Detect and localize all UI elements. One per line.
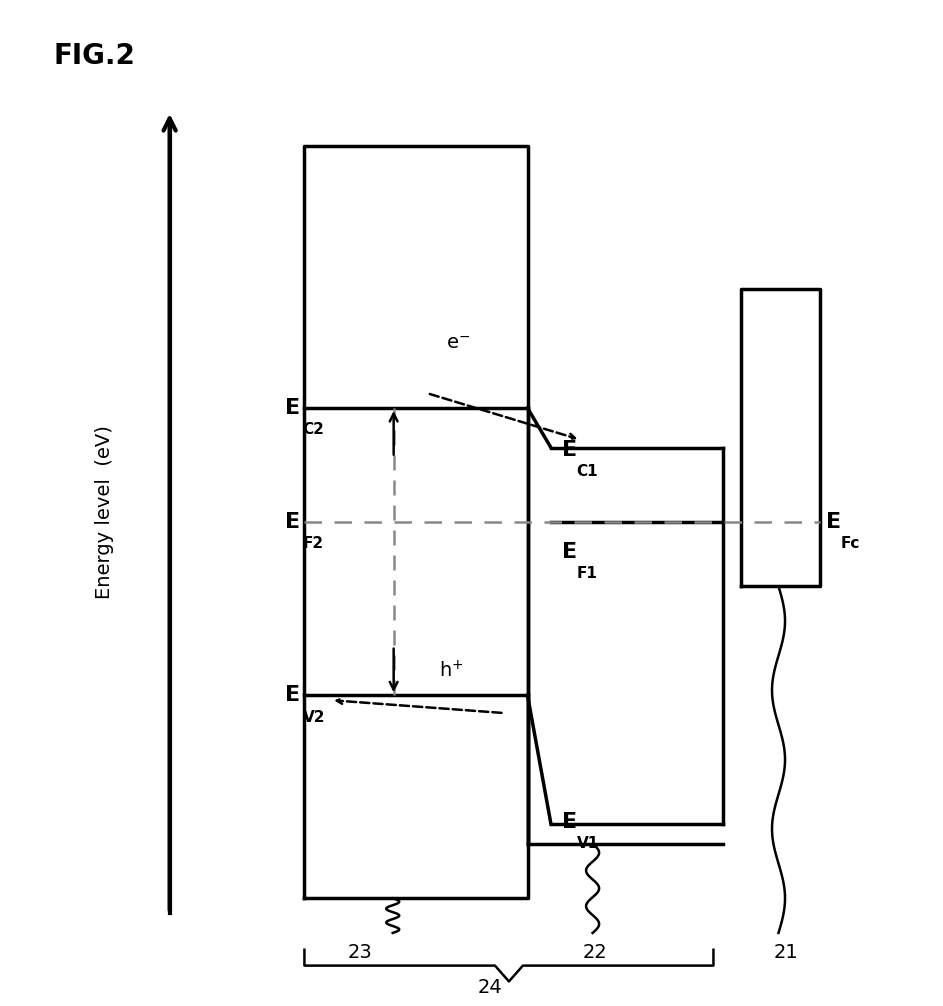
Text: Fc: Fc (840, 536, 860, 551)
Text: $\mathbf{E}$: $\mathbf{E}$ (824, 512, 840, 532)
Text: $\mathbf{E}$: $\mathbf{E}$ (284, 685, 300, 705)
Text: $\mathbf{E}$: $\mathbf{E}$ (560, 440, 576, 460)
Text: 23: 23 (348, 944, 372, 962)
Text: $\mathbf{E}$: $\mathbf{E}$ (560, 541, 576, 561)
Text: C1: C1 (576, 464, 598, 479)
Text: 21: 21 (773, 944, 798, 962)
Text: h$^{+}$: h$^{+}$ (438, 660, 463, 681)
Text: V2: V2 (303, 709, 325, 724)
Text: 22: 22 (583, 944, 607, 962)
Text: e$^{-}$: e$^{-}$ (445, 334, 470, 353)
Text: $\mathbf{E}$: $\mathbf{E}$ (284, 398, 300, 418)
Text: C2: C2 (303, 423, 324, 438)
Text: F2: F2 (303, 536, 323, 551)
Text: 24: 24 (478, 978, 503, 997)
Text: $\mathbf{E}$: $\mathbf{E}$ (560, 812, 576, 832)
Text: FIG.2: FIG.2 (54, 41, 135, 69)
Text: Energy level  (eV): Energy level (eV) (95, 426, 114, 599)
Text: V1: V1 (576, 836, 599, 851)
Text: F1: F1 (576, 566, 597, 580)
Text: $\mathbf{E}$: $\mathbf{E}$ (284, 512, 300, 532)
